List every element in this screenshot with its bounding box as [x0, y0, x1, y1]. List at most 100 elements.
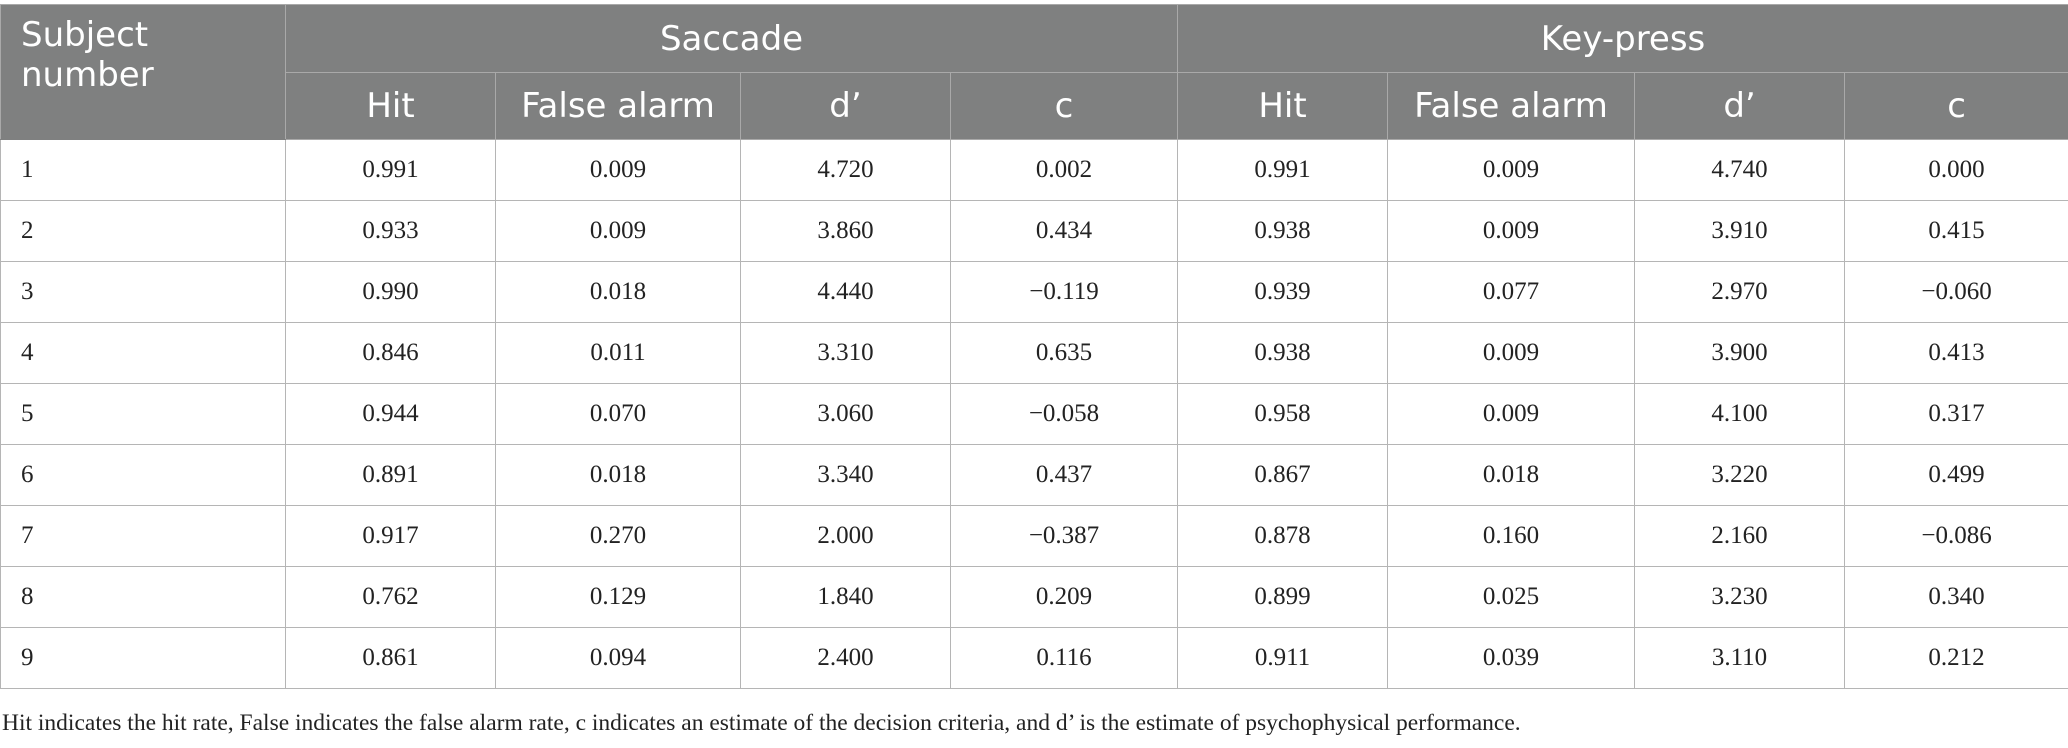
table-row: 7 0.917 0.270 2.000 −0.387 0.878 0.160 2.160 −0.…: [0, 505, 2068, 567]
table-row: 3 0.990 0.018 4.440 −0.119 0.939 0.077 2.970 −0.…: [0, 261, 2068, 323]
keypress-hit-cell: 0.938: [1177, 200, 1389, 262]
subject-number-cell: 8: [0, 566, 286, 628]
keypress-false-alarm-header: False alarm: [1387, 72, 1636, 140]
keypress-c-cell: −0.060: [1844, 261, 2068, 323]
keypress-d-prime-header: d’: [1634, 72, 1846, 140]
saccade-d-prime-cell: 2.400: [740, 627, 951, 689]
saccade-hit-cell: 0.944: [285, 383, 496, 445]
saccade-hit-cell: 0.762: [285, 566, 496, 628]
keypress-false-alarm-cell: 0.077: [1387, 261, 1636, 323]
keypress-hit-cell: 0.939: [1177, 261, 1389, 323]
saccade-false-alarm-cell: 0.070: [495, 383, 741, 445]
keypress-d-prime-cell: 2.970: [1634, 261, 1846, 323]
saccade-hit-cell: 0.861: [285, 627, 496, 689]
saccade-false-alarm-cell: 0.011: [495, 322, 741, 384]
table-row: 8 0.762 0.129 1.840 0.209 0.899 0.025 3.230 0.34…: [0, 566, 2068, 628]
saccade-hit-header: Hit: [285, 72, 496, 140]
saccade-hit-cell: 0.933: [285, 200, 496, 262]
saccade-c-cell: 0.437: [949, 444, 1179, 506]
saccade-d-prime-cell: 3.310: [740, 322, 951, 384]
table-row: 1 0.991 0.009 4.720 0.002 0.991 0.009 4.740 0.00…: [0, 139, 2068, 201]
keypress-c-cell: 0.415: [1844, 200, 2068, 262]
keypress-hit-cell: 0.878: [1177, 505, 1389, 567]
saccade-d-prime-cell: 4.720: [740, 139, 951, 201]
keypress-c-cell: 0.000: [1844, 139, 2068, 201]
saccade-c-cell: 0.002: [949, 139, 1179, 201]
subject-number-cell: 1: [0, 139, 286, 201]
keypress-hit-header: Hit: [1177, 72, 1389, 140]
subject-number-header: Subject number: [0, 4, 286, 140]
keypress-c-header: c: [1844, 72, 2068, 140]
keypress-c-cell: 0.317: [1844, 383, 2068, 445]
saccade-c-cell: 0.434: [949, 200, 1179, 262]
saccade-c-cell: 0.635: [949, 322, 1179, 384]
saccade-d-prime-header: d’: [740, 72, 951, 140]
keypress-d-prime-cell: 3.110: [1634, 627, 1846, 689]
keypress-hit-cell: 0.911: [1177, 627, 1389, 689]
subject-number-cell: 4: [0, 322, 286, 384]
saccade-false-alarm-cell: 0.009: [495, 200, 741, 262]
table-footnote: Hit indicates the hit rate, False indica…: [2, 710, 1521, 736]
keypress-d-prime-cell: 3.220: [1634, 444, 1846, 506]
saccade-false-alarm-cell: 0.270: [495, 505, 741, 567]
keypress-hit-cell: 0.991: [1177, 139, 1389, 201]
saccade-d-prime-cell: 3.860: [740, 200, 951, 262]
saccade-d-prime-cell: 1.840: [740, 566, 951, 628]
saccade-d-prime-cell: 3.060: [740, 383, 951, 445]
subject-number-cell: 3: [0, 261, 286, 323]
keypress-d-prime-cell: 2.160: [1634, 505, 1846, 567]
keypress-false-alarm-cell: 0.039: [1387, 627, 1636, 689]
keypress-d-prime-cell: 3.230: [1634, 566, 1846, 628]
results-table: Subject number Saccade Key-press Hit Fal…: [0, 4, 2068, 689]
saccade-c-cell: −0.058: [949, 383, 1179, 445]
subject-number-cell: 7: [0, 505, 286, 567]
saccade-hit-cell: 0.917: [285, 505, 496, 567]
table-row: 4 0.846 0.011 3.310 0.635 0.938 0.009 3.900 0.41…: [0, 322, 2068, 384]
saccade-d-prime-cell: 2.000: [740, 505, 951, 567]
saccade-hit-cell: 0.891: [285, 444, 496, 506]
keypress-d-prime-cell: 4.740: [1634, 139, 1846, 201]
table-row: 9 0.861 0.094 2.400 0.116 0.911 0.039 3.110 0.21…: [0, 627, 2068, 689]
saccade-false-alarm-cell: 0.009: [495, 139, 741, 201]
saccade-false-alarm-cell: 0.018: [495, 261, 741, 323]
table-body: 1 0.991 0.009 4.720 0.002 0.991 0.009 4.740 0.00…: [0, 139, 2068, 689]
keypress-c-cell: 0.413: [1844, 322, 2068, 384]
subject-number-cell: 9: [0, 627, 286, 689]
saccade-c-cell: 0.209: [949, 566, 1179, 628]
saccade-false-alarm-cell: 0.094: [495, 627, 741, 689]
keypress-false-alarm-cell: 0.009: [1387, 139, 1636, 201]
keypress-c-cell: 0.499: [1844, 444, 2068, 506]
saccade-c-cell: −0.387: [949, 505, 1179, 567]
subject-number-cell: 5: [0, 383, 286, 445]
saccade-d-prime-cell: 3.340: [740, 444, 951, 506]
keypress-false-alarm-cell: 0.018: [1387, 444, 1636, 506]
keypress-d-prime-cell: 3.900: [1634, 322, 1846, 384]
keypress-false-alarm-cell: 0.009: [1387, 322, 1636, 384]
saccade-hit-cell: 0.990: [285, 261, 496, 323]
table-row: 5 0.944 0.070 3.060 −0.058 0.958 0.009 4.100 0.3…: [0, 383, 2068, 445]
saccade-false-alarm-cell: 0.129: [495, 566, 741, 628]
subject-number-cell: 6: [0, 444, 286, 506]
keypress-d-prime-cell: 3.910: [1634, 200, 1846, 262]
keypress-d-prime-cell: 4.100: [1634, 383, 1846, 445]
saccade-c-cell: 0.116: [949, 627, 1179, 689]
keypress-c-cell: 0.340: [1844, 566, 2068, 628]
keypress-c-cell: 0.212: [1844, 627, 2068, 689]
keypress-group-header: Key-press: [1177, 4, 2068, 73]
keypress-false-alarm-cell: 0.009: [1387, 383, 1636, 445]
table-row: 6 0.891 0.018 3.340 0.437 0.867 0.018 3.220 0.49…: [0, 444, 2068, 506]
saccade-false-alarm-cell: 0.018: [495, 444, 741, 506]
keypress-false-alarm-cell: 0.160: [1387, 505, 1636, 567]
saccade-group-header: Saccade: [284, 4, 1179, 73]
saccade-false-alarm-header: False alarm: [495, 72, 741, 140]
keypress-hit-cell: 0.938: [1177, 322, 1389, 384]
keypress-hit-cell: 0.867: [1177, 444, 1389, 506]
saccade-hit-cell: 0.846: [285, 322, 496, 384]
keypress-false-alarm-cell: 0.009: [1387, 200, 1636, 262]
saccade-d-prime-cell: 4.440: [740, 261, 951, 323]
keypress-hit-cell: 0.958: [1177, 383, 1389, 445]
saccade-hit-cell: 0.991: [285, 139, 496, 201]
keypress-hit-cell: 0.899: [1177, 566, 1389, 628]
saccade-c-cell: −0.119: [949, 261, 1179, 323]
keypress-c-cell: −0.086: [1844, 505, 2068, 567]
